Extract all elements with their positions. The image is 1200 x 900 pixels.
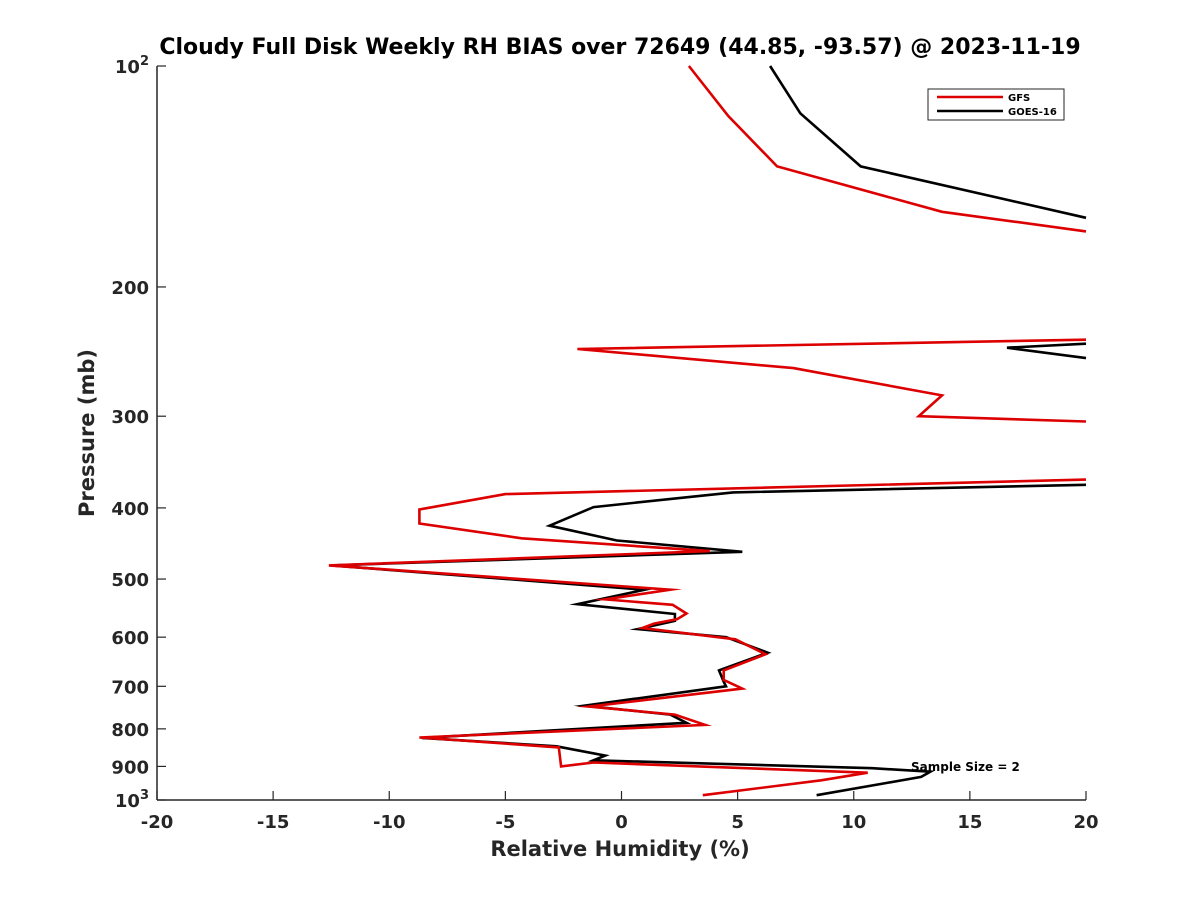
y-tick-label-700: 700 <box>111 677 149 698</box>
sample-size-annotation: Sample Size = 2 <box>911 760 1020 774</box>
y-tick-label-400: 400 <box>111 499 149 520</box>
series-line-gfs-segment-1 <box>687 65 1087 233</box>
series-line-gfs-segment-2 <box>577 338 1087 423</box>
x-tick-label-10: -10 <box>373 812 406 833</box>
series-line-gfs-segment-3 <box>328 478 1087 797</box>
x-tick-label-20: -20 <box>141 812 174 833</box>
legend: GFS GOES-16 <box>927 88 1065 121</box>
plot-lines <box>328 65 1087 797</box>
y-tick-label-900: 900 <box>111 757 149 778</box>
y-tick-label-1000: 103 <box>115 788 149 812</box>
y-axis-label: Pressure (mb) <box>75 349 99 517</box>
y-tick-label-300: 300 <box>111 407 149 428</box>
legend-label-goes-16: GOES-16 <box>1008 107 1057 118</box>
plot-axes: -20 -15 -10 -5 0 5 10 15 20 102 200 300 400 500 600 700… <box>111 54 1098 833</box>
x-tick-label-15: 15 <box>957 812 982 833</box>
series-line-goes-16-segment-3 <box>331 483 1087 797</box>
series-line-goes-16-segment-1 <box>769 65 1087 220</box>
legend-box <box>927 88 1065 121</box>
x-tick-label-0: 0 <box>615 812 628 833</box>
y-tick-label-600: 600 <box>111 628 149 649</box>
x-axis-label: Relative Humidity (%) <box>490 837 749 861</box>
chart-title: Cloudy Full Disk Weekly RH BIAS over 726… <box>159 35 1080 60</box>
x-tick-label-15: -15 <box>257 812 290 833</box>
x-tick-label-5: -5 <box>495 812 515 833</box>
x-tick-label-5: 5 <box>731 812 744 833</box>
y-tick-label-100: 102 <box>115 54 149 78</box>
x-tick-label-20: 20 <box>1073 812 1098 833</box>
y-tick-label-800: 800 <box>111 720 149 741</box>
x-tick-label-10: 10 <box>841 812 866 833</box>
y-tick-label-500: 500 <box>111 570 149 591</box>
series-line-goes-16-segment-2 <box>1006 342 1087 360</box>
y-tick-label-200: 200 <box>111 278 149 299</box>
legend-label-gfs: GFS <box>1008 93 1030 104</box>
